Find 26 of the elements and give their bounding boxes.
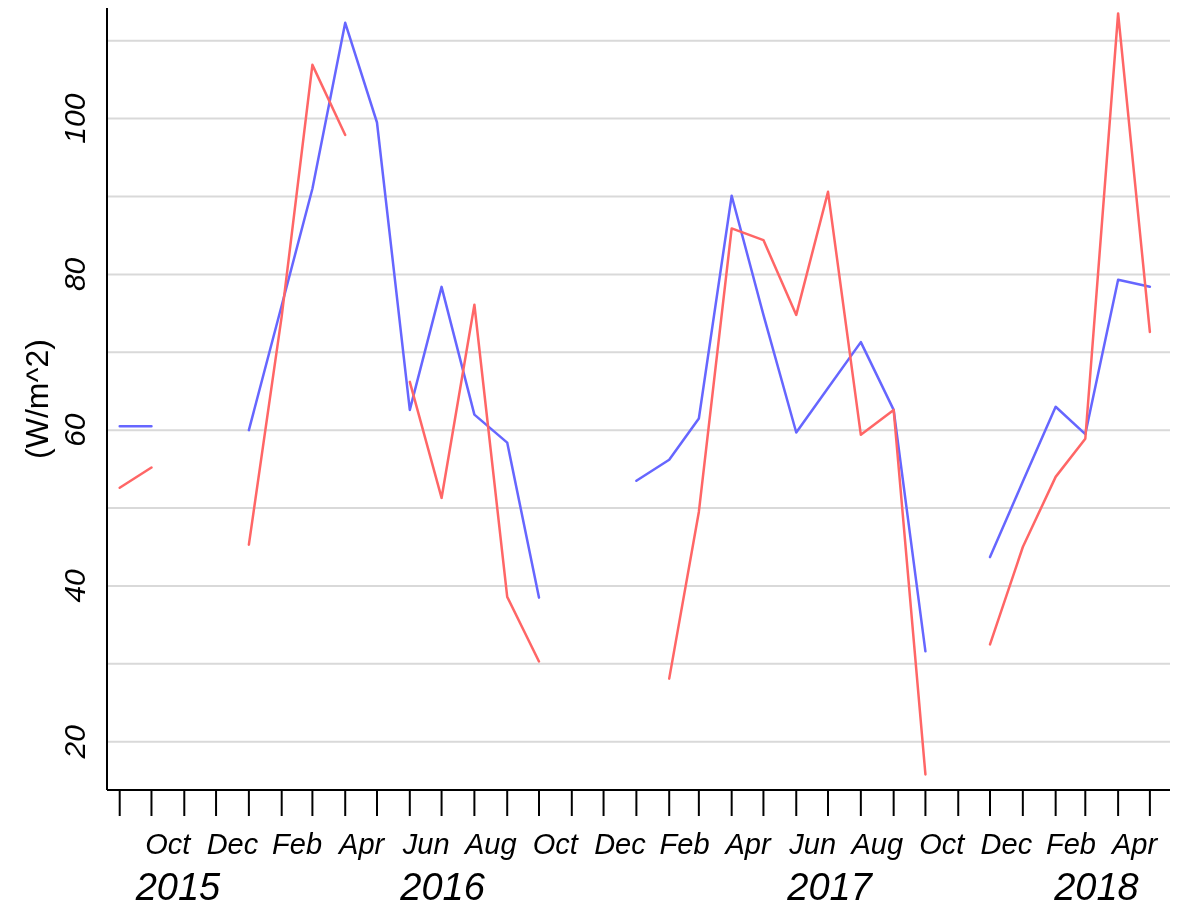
x-tick-label: Feb [272, 828, 323, 860]
y-axis-title: (W/m^2) [19, 339, 55, 459]
text: 2016 [399, 866, 486, 908]
x-tick-label: Feb [659, 828, 710, 860]
y-tick-label: 40 [58, 568, 91, 603]
text: 2018 [1053, 866, 1139, 908]
x-tick-label: Oct [532, 828, 580, 860]
x-tick-label: Jun [788, 828, 837, 860]
y-tick-label: 60 [58, 413, 91, 447]
x-tick-label: Dec [594, 828, 647, 860]
text: 2017 [786, 866, 874, 908]
y-tick-label: 100 [58, 93, 91, 144]
y-tick-label: 80 [58, 257, 91, 292]
x-tick-label: Jun [401, 828, 450, 860]
x-tick-label: Aug [849, 828, 904, 860]
x-tick-label: Feb [1045, 828, 1096, 860]
x-tick-label: Dec [206, 828, 259, 860]
x-tick-label: Oct [919, 828, 967, 860]
x-tick-label: Oct [145, 828, 193, 860]
x-tick-label: Apr [1109, 828, 1159, 860]
x-tick-label: Apr [337, 828, 386, 860]
y-tick-label: 20 [58, 724, 91, 760]
x-tick-label: Apr [723, 828, 772, 860]
text: 2015 [134, 866, 222, 908]
x-tick-label: Dec [980, 828, 1033, 860]
x-tick-label: Aug [462, 828, 517, 860]
